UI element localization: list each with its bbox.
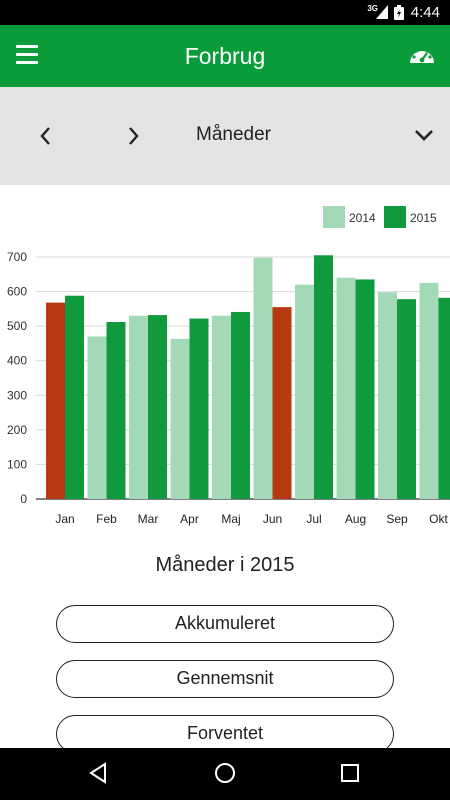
bar-2015 xyxy=(355,279,375,499)
x-tick-label: Sep xyxy=(386,512,408,526)
y-tick-label: 100 xyxy=(7,457,27,471)
y-tick-label: 200 xyxy=(7,423,27,437)
page-title: Forbrug xyxy=(184,43,266,69)
bar-2014 xyxy=(170,338,190,499)
x-tick-label: Jul xyxy=(306,512,321,526)
bar-2015 xyxy=(189,318,209,499)
hamburger-menu-icon[interactable] xyxy=(16,45,38,65)
x-tick-label: Jun xyxy=(263,512,282,526)
app-bar: Forbrug xyxy=(0,25,450,87)
consumption-chart: 0 100 200 300 400 500 600 700 Jan Feb Mar Apr Maj Jun… xyxy=(0,195,450,545)
bar-highlight xyxy=(46,302,65,499)
bar-2014 xyxy=(253,257,273,499)
legend-label: 2015 xyxy=(410,211,437,225)
bar-2014 xyxy=(129,315,148,499)
accumulated-button[interactable]: Akkumuleret xyxy=(56,605,394,643)
legend-label: 2014 xyxy=(349,211,376,225)
expected-button[interactable]: Forventet xyxy=(56,715,394,753)
bar-2015 xyxy=(438,297,450,499)
x-tick-label: Apr xyxy=(180,512,199,526)
bar-2015 xyxy=(231,311,250,499)
x-tick-label: Okt xyxy=(429,512,448,526)
bar-highlight xyxy=(272,307,292,499)
bar-2015 xyxy=(65,295,84,499)
network-type: 3G xyxy=(367,4,378,13)
bar-2014 xyxy=(295,284,314,499)
chevron-left-icon[interactable] xyxy=(38,125,52,147)
speedometer-icon[interactable] xyxy=(409,43,435,65)
chevron-right-icon[interactable] xyxy=(127,125,141,147)
y-tick-label: 400 xyxy=(7,354,27,368)
y-tick-label: 0 xyxy=(20,492,27,506)
back-triangle-icon[interactable] xyxy=(88,762,108,784)
bar-2015 xyxy=(397,299,416,499)
bar-2014 xyxy=(419,282,439,499)
recents-square-icon[interactable] xyxy=(341,764,359,782)
y-tick-label: 700 xyxy=(7,250,27,264)
bar-2014 xyxy=(212,315,231,499)
system-nav-bar xyxy=(0,748,450,800)
status-bar: 3G 4:44 xyxy=(0,0,450,25)
period-label[interactable]: Måneder xyxy=(196,124,271,145)
chart-subtitle: Måneder i 2015 xyxy=(155,554,295,576)
x-tick-label: Jan xyxy=(55,512,74,526)
x-tick-label: Aug xyxy=(345,512,366,526)
period-selector: Måneder xyxy=(0,87,450,185)
legend-swatch xyxy=(323,206,345,228)
y-tick-label: 500 xyxy=(7,319,27,333)
legend-swatch xyxy=(384,206,406,228)
clock: 4:44 xyxy=(410,4,440,21)
bar-2015 xyxy=(314,255,333,499)
home-circle-icon[interactable] xyxy=(214,762,236,784)
y-tick-label: 300 xyxy=(7,388,27,402)
average-button[interactable]: Gennemsnit xyxy=(56,660,394,698)
x-tick-label: Feb xyxy=(96,512,117,526)
x-tick-label: Mar xyxy=(138,512,159,526)
bar-2014 xyxy=(87,336,107,499)
bar-2014 xyxy=(378,292,397,499)
bar-2015 xyxy=(148,315,167,499)
bar-2014 xyxy=(336,277,356,499)
signal-icon xyxy=(376,5,388,19)
chevron-down-icon[interactable] xyxy=(414,128,434,142)
battery-icon xyxy=(394,5,404,20)
bar-2015 xyxy=(106,321,126,499)
y-tick-label: 600 xyxy=(7,285,27,299)
bar-chart: 0 100 200 300 400 500 600 700 Jan Feb Mar Apr Maj Jun… xyxy=(7,206,450,526)
x-tick-label: Maj xyxy=(221,512,240,526)
